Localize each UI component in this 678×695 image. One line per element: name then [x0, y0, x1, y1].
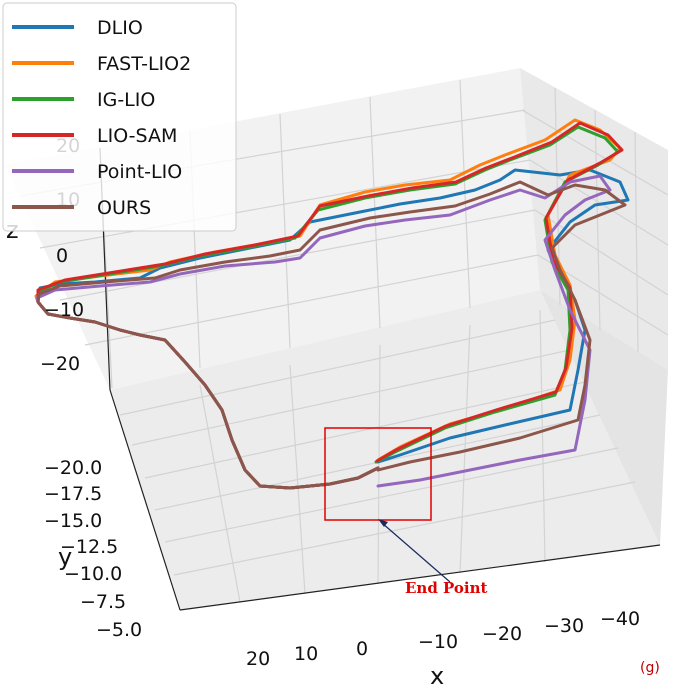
y-axis-label: y — [58, 543, 72, 571]
end-point-label: End Point — [405, 579, 488, 597]
x-tick-label: 0 — [356, 638, 368, 660]
x-tick-label: −10 — [418, 631, 458, 653]
legend-label: Point-LIO — [97, 161, 182, 183]
y-tick-label: −17.5 — [44, 483, 102, 505]
end-point-arrow-head — [378, 519, 388, 527]
y-tick-label: −15.0 — [44, 510, 102, 532]
x-tick-label: −40 — [600, 608, 640, 630]
trajectory-traces — [34, 118, 630, 490]
legend-label: FAST-LIO2 — [97, 53, 191, 75]
legend-label: LIO-SAM — [97, 125, 177, 147]
end-point-box — [324, 427, 432, 521]
legend-label: OURS — [97, 197, 151, 219]
x-tick-label: −20 — [482, 623, 522, 645]
x-axis-label: x — [430, 662, 444, 690]
x-tick-label: −30 — [544, 615, 584, 637]
panel-label: (g) — [640, 660, 660, 676]
y-tick-label: −5.0 — [96, 619, 142, 641]
legend-label: IG-LIO — [97, 89, 155, 111]
legend-box — [2, 2, 237, 232]
z-tick-label: −20 — [40, 353, 80, 375]
y-tick-label: −12.5 — [60, 536, 118, 558]
end-point-arrow — [381, 522, 451, 583]
y-tick-label: −10.0 — [64, 563, 122, 585]
trajectory-ours — [36, 180, 627, 490]
legend-label: DLIO — [97, 17, 143, 39]
x-tick-label: 20 — [246, 648, 270, 670]
z-tick-label: −10 — [44, 299, 84, 321]
y-tick-label: −7.5 — [80, 591, 126, 613]
legend: DLIO FAST-LIO2 IG-LIO LIO-SAM Point-LIO OURS — [2, 2, 237, 232]
floor-pane — [110, 290, 660, 610]
x-tick-label: 10 — [294, 643, 318, 665]
y-tick-label: −20.0 — [44, 457, 102, 479]
grid-lines — [19, 79, 669, 603]
z-tick-label: 0 — [56, 245, 68, 267]
